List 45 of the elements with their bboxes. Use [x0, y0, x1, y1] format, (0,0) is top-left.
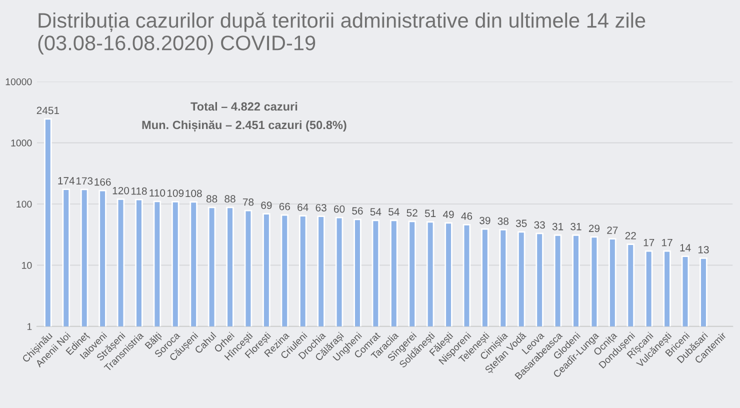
y-tick-label: 1000 [11, 140, 32, 146]
data-label: 14 [680, 244, 691, 252]
data-label: 22 [625, 232, 636, 240]
data-label: 17 [644, 238, 654, 246]
data-label: 88 [206, 195, 218, 203]
data-label: 173 [76, 177, 93, 185]
y-tick-label: 10000 [6, 78, 32, 86]
data-label: 78 [242, 198, 254, 206]
data-label: 56 [352, 207, 363, 215]
data-label: 60 [334, 205, 345, 213]
data-label: 166 [94, 178, 111, 186]
data-label: 54 [388, 208, 400, 216]
data-label: 174 [58, 177, 75, 184]
data-label: 31 [552, 222, 564, 230]
data-label: 52 [406, 209, 418, 217]
data-label: 29 [588, 224, 600, 232]
data-label: 108 [186, 190, 202, 198]
data-label: 33 [534, 221, 545, 229]
data-label: 46 [461, 212, 472, 220]
data-label: 63 [316, 204, 326, 212]
data-label: 110 [150, 189, 166, 197]
annotation: Mun. Chișinău – 2.451 cazuri (50.8%) [142, 120, 346, 132]
y-tick-label: 10 [22, 262, 32, 269]
data-label: 39 [480, 216, 490, 224]
y-tick-label: 100 [16, 200, 32, 208]
data-label: 17 [662, 238, 672, 246]
data-label: 35 [516, 220, 527, 228]
data-label: 54 [370, 208, 382, 216]
data-label: 69 [261, 202, 272, 210]
data-label: 120 [112, 186, 130, 194]
data-label: 118 [131, 187, 147, 195]
data-label: 38 [498, 218, 508, 225]
data-label: 88 [224, 195, 236, 203]
chart-title: Distribuția cazurilor după teritorii administrative din ultimele 14 zile (03.08-16.08.2020) COVID-19 [38, 12, 646, 54]
data-label: 13 [698, 246, 709, 254]
data-label: 31 [570, 222, 582, 230]
data-label: 64 [298, 204, 308, 212]
data-label: 66 [279, 202, 290, 210]
data-label: 27 [607, 226, 618, 234]
data-label: 2451 [36, 106, 60, 114]
data-label: 109 [167, 189, 184, 197]
y-tick-label: 1 [27, 323, 32, 330]
data-label: 49 [442, 210, 454, 218]
data-label: 51 [424, 210, 436, 218]
annotation: Total – 4.822 cazuri [190, 102, 298, 111]
